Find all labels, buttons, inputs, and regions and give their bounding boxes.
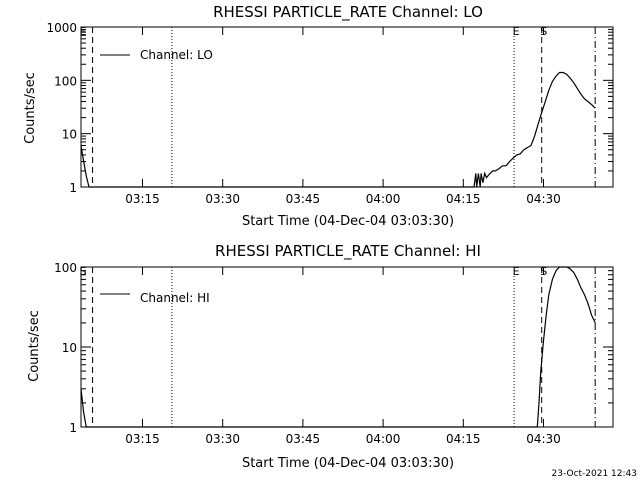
timestamp: 23-Oct-2021 12:43 [552, 469, 637, 479]
x-tick-label: 04:15 [446, 192, 481, 206]
x-axis-label: Start Time (04-Dec-04 03:03:30) [242, 214, 454, 229]
x-tick-label: 04:00 [366, 432, 401, 446]
event-marker-label: S [540, 265, 547, 278]
x-tick-label: 03:45 [286, 432, 321, 446]
y-tick-label: 1 [69, 181, 77, 195]
x-tick-label: 03:30 [205, 192, 240, 206]
event-marker-label: E [80, 25, 87, 38]
x-tick-label: 03:45 [286, 192, 321, 206]
x-tick-label: 04:15 [446, 432, 481, 446]
event-marker-label: S [540, 25, 547, 38]
y-tick-label: 100 [54, 74, 77, 88]
data-series-line [80, 266, 596, 428]
x-tick-label: 03:15 [125, 192, 160, 206]
x-tick-label: 04:00 [366, 192, 401, 206]
y-axis-label: Counts/sec [23, 72, 38, 144]
x-axis-label: Start Time (04-Dec-04 03:03:30) [242, 456, 454, 471]
x-tick-label: 03:30 [205, 432, 240, 446]
x-tick-label: 04:30 [526, 432, 561, 446]
y-tick-label: 1 [69, 421, 77, 435]
event-marker-label: E [513, 25, 520, 38]
event-marker-label: E [513, 265, 520, 278]
y-tick-label: 100 [54, 261, 77, 275]
legend-entry: Channel: HI [140, 291, 210, 305]
event-marker-label: S [80, 265, 87, 278]
y-tick-label: 10 [62, 128, 77, 142]
legend-entry: Channel: LO [140, 48, 213, 62]
y-axis-label: Counts/sec [27, 310, 42, 382]
data-series-line [80, 71, 596, 188]
y-tick-label: 10 [62, 341, 77, 355]
chart-title: RHESSI PARTICLE_RATE Channel: LO [213, 3, 483, 22]
chart-title: RHESSI PARTICLE_RATE Channel: HI [215, 242, 481, 261]
x-tick-label: 03:15 [125, 432, 160, 446]
x-tick-label: 04:30 [526, 192, 561, 206]
y-tick-label: 1000 [46, 21, 77, 35]
